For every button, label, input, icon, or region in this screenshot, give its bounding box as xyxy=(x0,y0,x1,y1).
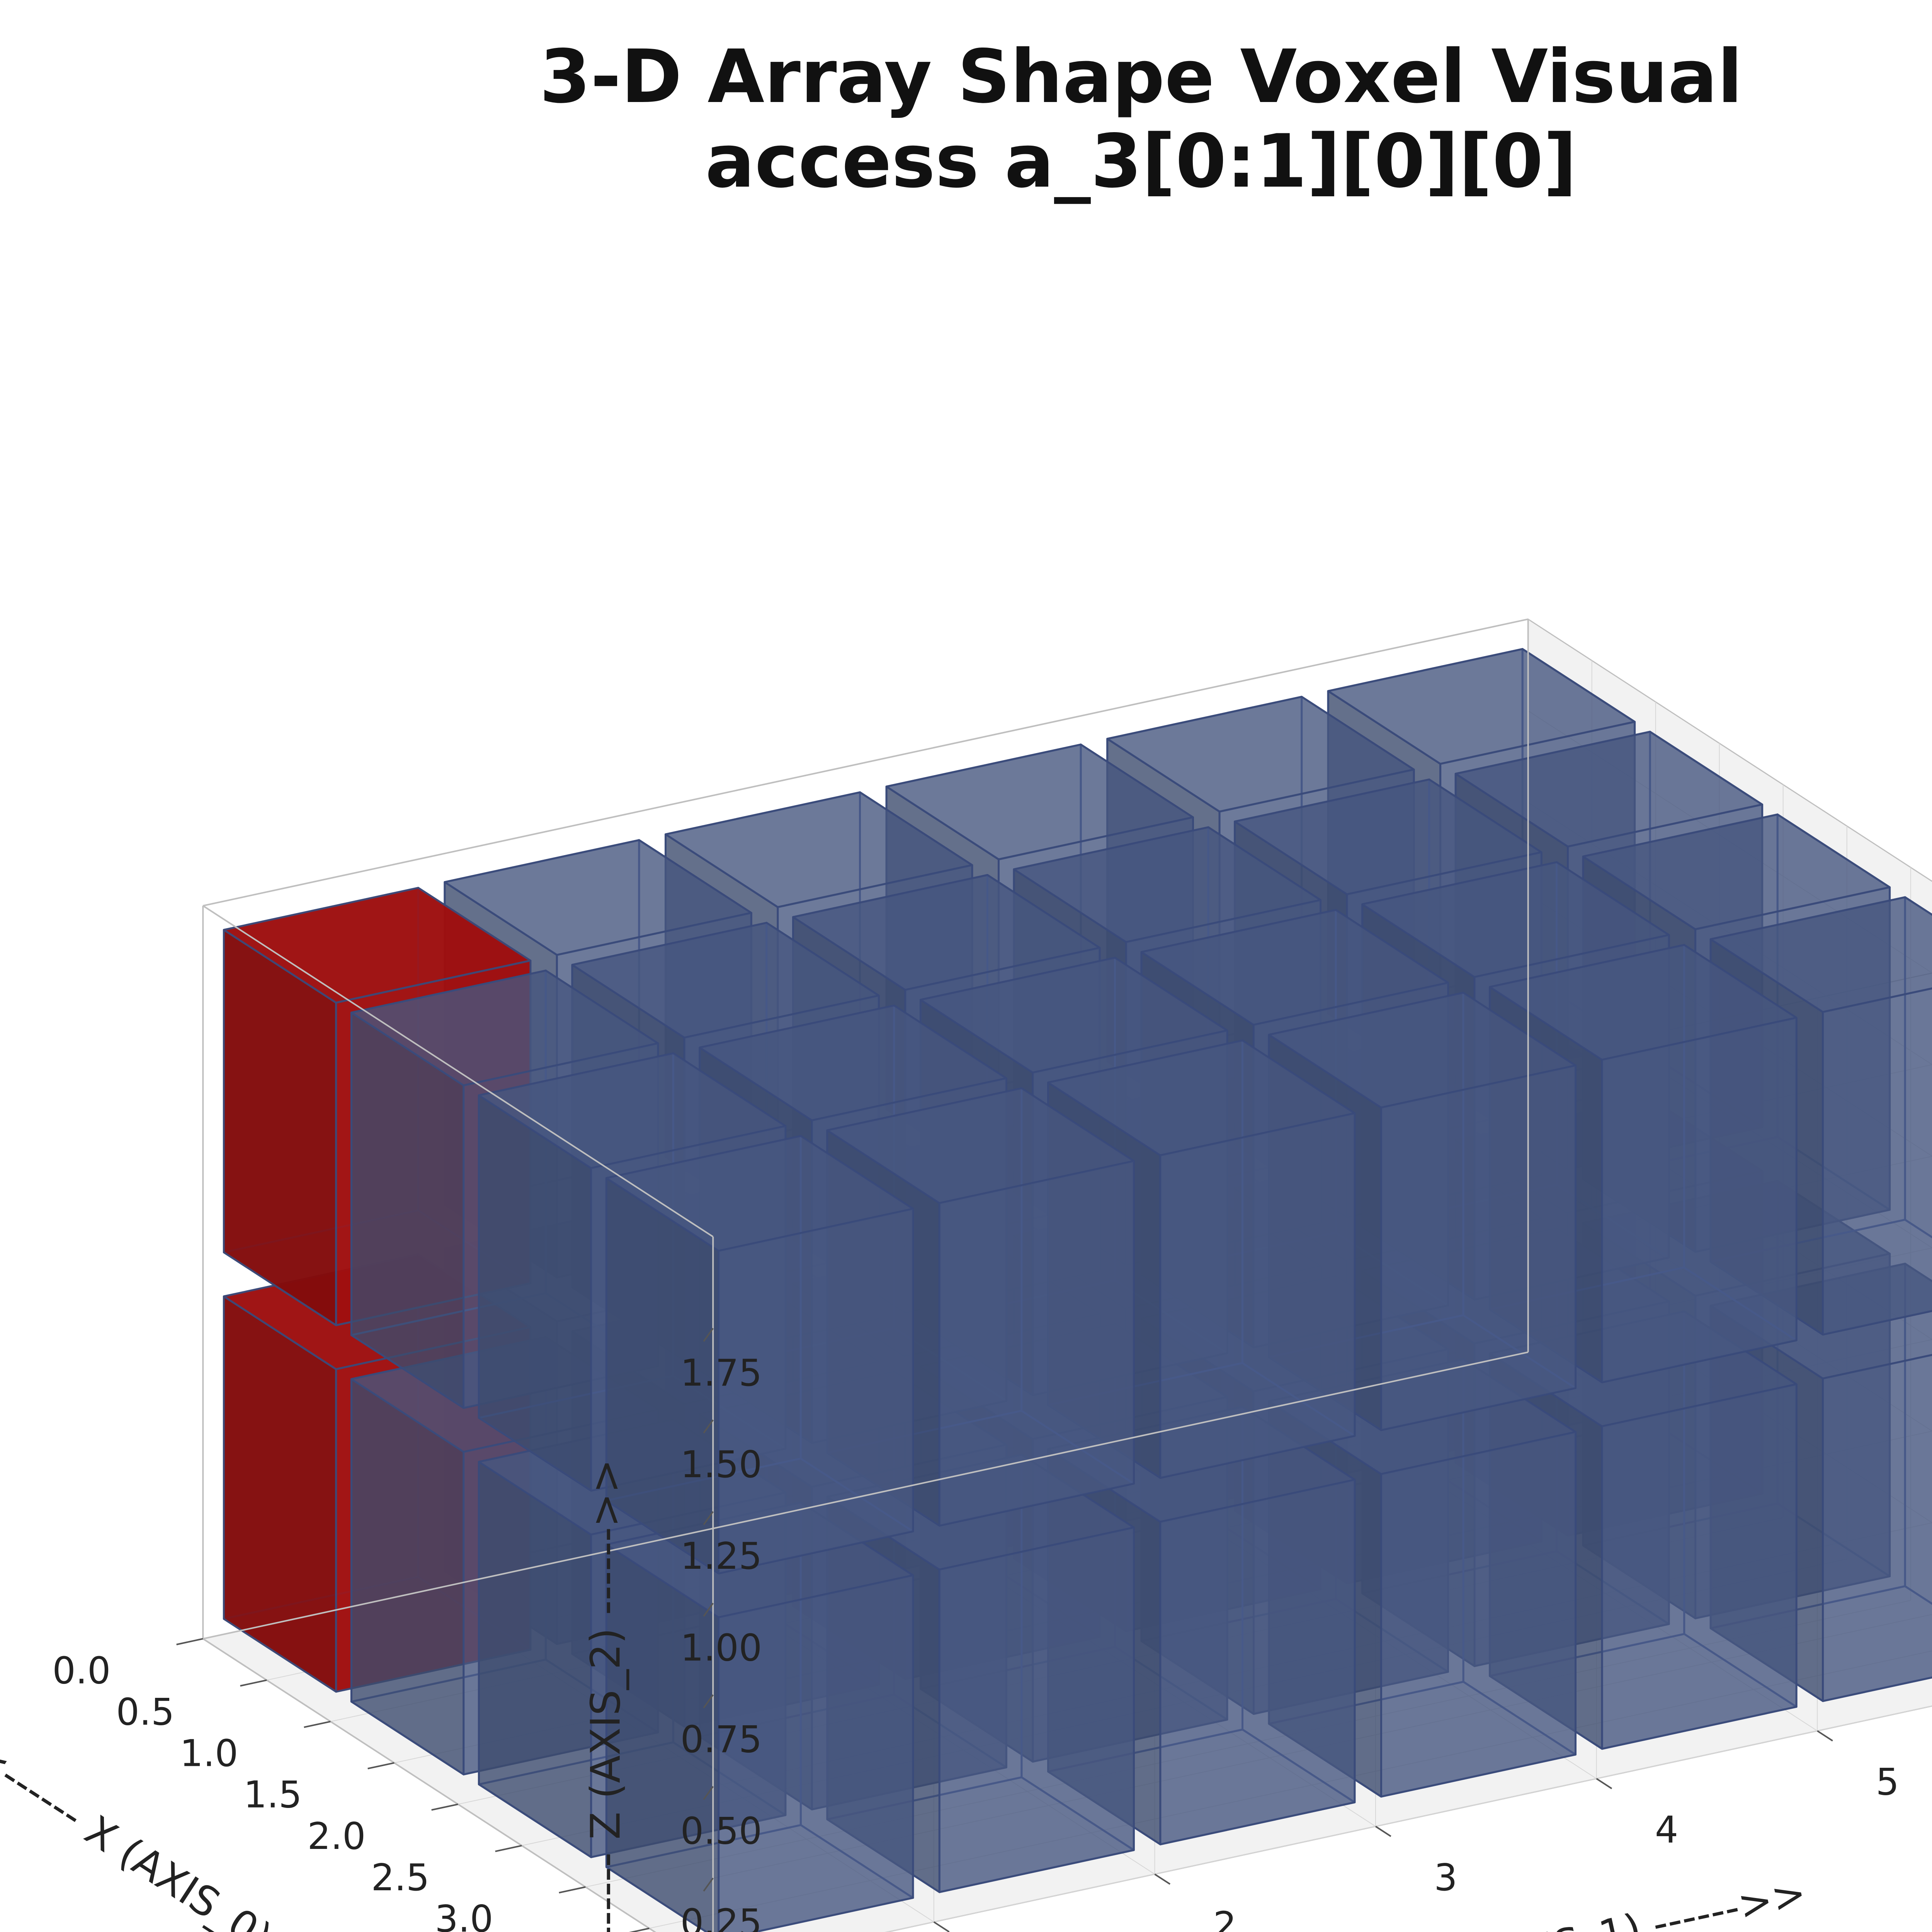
y-tick-2: 2 xyxy=(1213,1905,1236,1932)
z-tick-4: 1.25 xyxy=(680,1535,762,1578)
x-tick-4: 2.0 xyxy=(307,1815,366,1858)
x-tick-5: 2.5 xyxy=(371,1857,429,1899)
y-tick-5: 5 xyxy=(1876,1761,1899,1804)
voxel xyxy=(1823,970,1932,1335)
voxel xyxy=(1602,1384,1796,1749)
voxel xyxy=(1602,1018,1796,1382)
page: 3-D Array Shape Voxel Visual access a_3[… xyxy=(0,0,1932,1932)
x-tick-1: 0.5 xyxy=(116,1691,174,1734)
z-tick-3: 1.00 xyxy=(680,1627,762,1669)
y-tick-4: 4 xyxy=(1655,1809,1678,1851)
voxel-plot: 0.00.51.01.52.02.53.03.54.00123450.250.5… xyxy=(0,0,1932,1932)
voxel xyxy=(1381,1432,1576,1797)
z-tick-6: 1.75 xyxy=(680,1352,762,1395)
voxel xyxy=(939,1161,1134,1526)
z-tick-0: 0.25 xyxy=(680,1902,762,1932)
z-tick-1: 0.50 xyxy=(680,1810,762,1853)
z-tick-2: 0.75 xyxy=(680,1718,762,1761)
voxel xyxy=(1823,1337,1932,1701)
voxel xyxy=(1160,1480,1355,1845)
x-tick-6: 3.0 xyxy=(435,1898,493,1932)
voxel xyxy=(1381,1066,1576,1430)
x-tick-0: 0.0 xyxy=(52,1650,111,1692)
y-axis-label: <<------ Y (AXIS_1) ------>> xyxy=(1267,1869,1810,1932)
z-tick-5: 1.50 xyxy=(680,1444,762,1486)
z-axis-label: <<------ Z (AXIS_2) ------>> xyxy=(582,1459,629,1932)
voxel xyxy=(939,1527,1134,1892)
x-tick-2: 1.0 xyxy=(180,1733,238,1775)
y-tick-3: 3 xyxy=(1434,1857,1457,1899)
voxel xyxy=(1160,1113,1355,1478)
x-tick-3: 1.5 xyxy=(243,1774,302,1816)
